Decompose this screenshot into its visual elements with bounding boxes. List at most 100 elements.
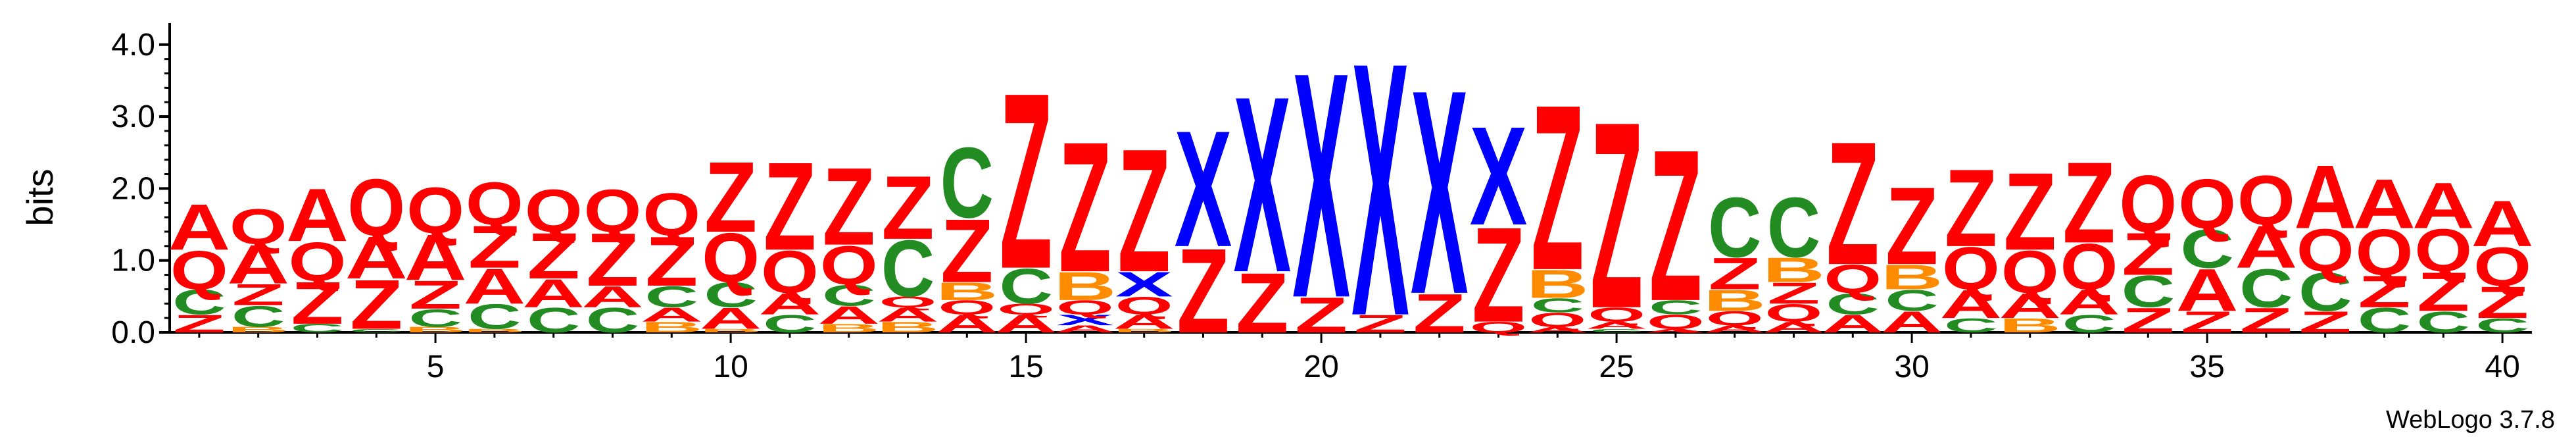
logo-letter: Q: [997, 301, 1055, 318]
logo-letter: C: [1767, 180, 1820, 275]
logo-letter: C: [645, 280, 698, 314]
logo-letter: C: [1531, 294, 1584, 317]
logo-letter: A: [877, 303, 939, 326]
x-tick-label: 25: [1599, 349, 1634, 384]
logo-letter: Z: [764, 136, 816, 276]
logo-letter: C: [2180, 218, 2233, 280]
logo-letter: A: [404, 221, 467, 294]
logo-letter: B: [1526, 261, 1589, 307]
logo-column: ZX: [1175, 96, 1232, 358]
logo-letter: B: [1703, 284, 1766, 317]
logo-letter: A: [1526, 325, 1589, 334]
logo-letter: Q: [289, 231, 347, 293]
logo-letter: Q: [525, 177, 583, 245]
logo-letter: Z: [2240, 301, 2293, 340]
logo-letter: Z: [2122, 220, 2174, 288]
logo-letter: Q: [702, 219, 760, 297]
logo-letter: C: [940, 127, 994, 240]
logo-letter: C: [704, 275, 757, 315]
logo-letter: C: [763, 310, 816, 338]
logo-letter: B: [817, 321, 880, 335]
logo-letter: Z: [1118, 112, 1171, 309]
logo-letter: Z: [1295, 287, 1348, 343]
logo-letter: C: [2062, 310, 2116, 338]
logo-letter: C: [1826, 288, 1880, 321]
logo-letter: A: [1999, 286, 2061, 326]
logo-letter: C: [2122, 266, 2175, 317]
logo-letter: Q: [2119, 159, 2177, 249]
logo-letter: Z: [2122, 301, 2174, 340]
logo-letter: B: [463, 328, 525, 334]
logo-letter: Q: [879, 294, 937, 311]
y-axis: 0.0 1.0 2.0 3.0 4.0: [111, 23, 171, 350]
logo-letter: Z: [2476, 278, 2529, 328]
logo-letter: Q: [2178, 165, 2236, 244]
logo-letter: Q: [2356, 216, 2414, 289]
logo-letter: A: [1054, 323, 1116, 334]
logo-letter: Z: [527, 220, 580, 293]
logo-letter: Q: [2237, 162, 2295, 240]
logo-letter: C: [2239, 258, 2293, 320]
logo-letter: C: [2475, 314, 2529, 336]
logo-letter: A: [1586, 320, 1648, 331]
logo-letter: Q: [2001, 238, 2059, 306]
logo-letter: Z: [1413, 283, 1466, 345]
x-tick-label: 35: [2189, 349, 2224, 384]
logo-letter: Z: [1767, 276, 1820, 310]
logo-letter: A: [463, 258, 525, 314]
logo-letter: X: [1115, 265, 1173, 304]
logo-letter: Q: [820, 235, 878, 297]
logo-letter: X: [1233, 45, 1291, 324]
logo-letter: C: [408, 304, 462, 332]
logo-letter: A: [1881, 305, 1943, 339]
logo-letter: A: [1703, 323, 1766, 334]
y-axis-title: bits: [19, 168, 61, 226]
logo-letter: Z: [645, 222, 698, 301]
logo-letter: Z: [1531, 56, 1584, 320]
logo-letter: X: [1351, 0, 1409, 392]
y-tick-label: 3.0: [111, 99, 155, 134]
logo-letter: Q: [761, 238, 819, 306]
logo-letter: Q: [170, 240, 228, 301]
logo-letter: C: [172, 282, 226, 322]
y-tick-label: 2.0: [111, 171, 155, 206]
logo-letter: A: [700, 301, 762, 335]
logo-letter: C: [1708, 180, 1761, 275]
logo-letter: Z: [2181, 305, 2233, 339]
logo-letter: X: [1175, 96, 1232, 282]
logo-letter: X: [1056, 311, 1114, 328]
logo-letter: Z: [1590, 66, 1643, 364]
logo-letter: X: [1470, 97, 1528, 255]
logo-letter: Z: [2062, 138, 2115, 267]
logo-letter: A: [581, 280, 644, 313]
logo-letter: C: [1590, 328, 1643, 333]
logo-letter: Q: [2414, 217, 2472, 284]
logo-letter: Q: [466, 170, 523, 238]
logo-letter: B: [1762, 251, 1825, 290]
y-tick-label: 0.0: [111, 315, 155, 350]
logo-letter: Q: [1115, 292, 1173, 320]
logo-letter: Q: [1470, 319, 1528, 336]
logo-letter: A: [2176, 256, 2239, 324]
logo-letter: C: [999, 259, 1052, 315]
logo-column: ZX: [1233, 45, 1291, 350]
logo-letter: Z: [881, 157, 934, 258]
logo-letter: Q: [1765, 299, 1823, 327]
logo-letter: A: [168, 191, 230, 264]
